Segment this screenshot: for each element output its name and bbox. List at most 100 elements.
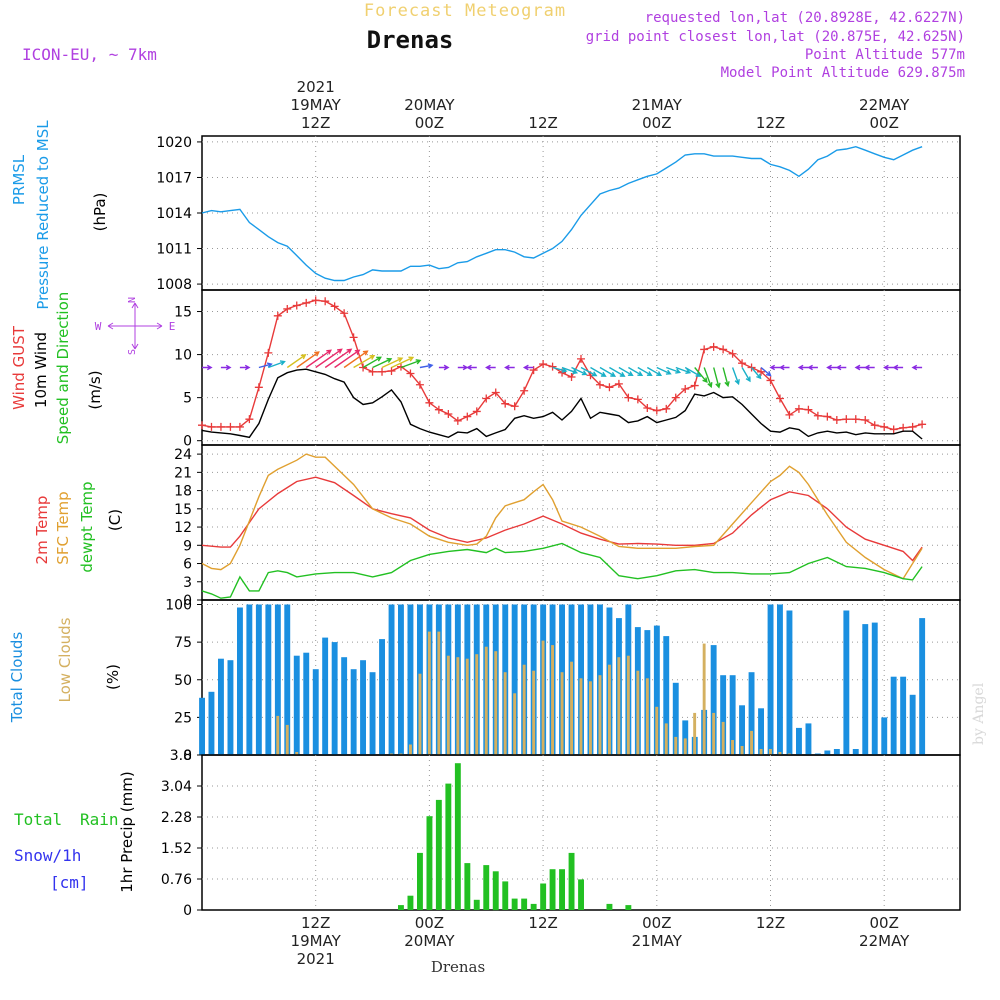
- wind-direction-arrow: [372, 357, 393, 369]
- time-tick-label-bottom: 12Z: [528, 914, 557, 932]
- y-tick-label: 1011: [156, 242, 192, 258]
- bar-total_clouds: [312, 669, 319, 755]
- bar-low_clouds: [446, 655, 450, 755]
- bar-rain: [530, 903, 537, 910]
- y-tick-label: 18: [174, 484, 192, 500]
- bar-low_clouds: [475, 654, 479, 755]
- y-tick-label: 21: [174, 465, 192, 481]
- bar-total_clouds: [672, 682, 679, 755]
- wind-direction-arrow: [911, 364, 923, 371]
- y-tick-label: 5: [183, 391, 192, 407]
- wind-direction-arrow: [750, 367, 762, 380]
- series-line-temp_2m: [201, 476, 923, 562]
- bar-rain: [625, 905, 632, 910]
- y-tick-label: 1014: [156, 206, 192, 222]
- bar-low_clouds: [655, 706, 659, 755]
- wind-direction-arrow: [731, 367, 740, 386]
- time-tick-label-top: 21MAY: [632, 96, 683, 114]
- wind-direction-arrow: [599, 366, 617, 377]
- gust-point-marker: [832, 416, 841, 425]
- y-tick-label: 1017: [156, 170, 192, 186]
- wind-direction-arrow: [381, 357, 404, 369]
- gust-point-marker: [690, 381, 699, 390]
- wind-direction-label: Speed and Direction: [54, 292, 72, 445]
- bar-rain: [540, 883, 547, 910]
- series-line-wind: [201, 368, 923, 440]
- wind-direction-arrow: [703, 367, 713, 389]
- y-tick-label: 1.52: [161, 841, 192, 857]
- gust-point-marker: [368, 367, 377, 376]
- bar-low_clouds: [636, 670, 640, 755]
- bar-rain: [492, 871, 499, 911]
- gust-point-marker: [349, 333, 358, 342]
- bar-total_clouds: [682, 720, 689, 755]
- y-tick-label: 0: [183, 903, 192, 919]
- bar-rain: [502, 881, 509, 910]
- wind-direction-arrow: [353, 354, 376, 369]
- gust-point-marker: [605, 383, 614, 392]
- bar-low_clouds: [570, 661, 573, 755]
- gust-point-marker: [264, 348, 273, 357]
- gust-point-marker: [870, 421, 879, 430]
- y-tick-label: 6: [183, 557, 192, 573]
- gust-point-marker: [804, 405, 813, 414]
- gust-point-marker: [813, 411, 822, 420]
- gust-point-marker: [226, 422, 235, 431]
- snow-label: Snow/1h: [14, 846, 81, 865]
- bar-total_clouds: [786, 610, 793, 755]
- gust-point-marker: [273, 311, 282, 320]
- temp-unit: (C): [106, 509, 124, 531]
- gust-point-marker: [387, 366, 396, 375]
- bar-low_clouds: [617, 657, 621, 755]
- time-tick-label-bottom: 12Z: [756, 914, 785, 932]
- wind-direction-arrow: [268, 360, 286, 369]
- gust-point-marker: [567, 372, 576, 381]
- bar-low_clouds: [437, 631, 441, 755]
- bar-low_clouds: [759, 749, 763, 755]
- gust-point-marker: [539, 360, 548, 369]
- bar-total_clouds: [341, 657, 348, 755]
- gust-point-marker: [889, 425, 898, 434]
- wind-direction-arrow: [769, 364, 780, 371]
- bar-total_clouds: [710, 645, 717, 755]
- time-tick-label-bottom: 12Z: [301, 914, 330, 932]
- bar-rain: [559, 869, 565, 910]
- time-tick-label-top: 00Z: [642, 114, 671, 132]
- gust-point-marker: [520, 386, 529, 395]
- bar-total_clouds: [237, 607, 243, 755]
- wind-direction-arrow: [590, 366, 607, 377]
- wind-direction-arrow: [646, 366, 663, 377]
- wind-direction-arrow: [561, 366, 579, 375]
- clouds-unit: (%): [104, 664, 122, 690]
- gust-point-marker: [482, 394, 491, 403]
- bar-low_clouds: [541, 640, 545, 755]
- bar-total_clouds: [900, 676, 907, 755]
- bar-rain: [511, 898, 518, 910]
- bar-total_clouds: [729, 675, 736, 755]
- wind-direction-arrow: [504, 364, 515, 371]
- bar-low_clouds: [674, 736, 678, 755]
- wind-direction-arrow: [438, 364, 450, 371]
- y-tick-label: 25: [174, 710, 192, 726]
- bar-low_clouds: [645, 678, 649, 755]
- bar-total_clouds: [739, 705, 745, 755]
- wind-direction-arrow: [807, 364, 818, 371]
- total-rain-label-b: Rain: [80, 810, 119, 829]
- bar-low_clouds: [513, 693, 517, 755]
- wind-direction-arrow: [324, 348, 353, 369]
- bar-low_clouds: [769, 749, 772, 755]
- bar-low_clouds: [598, 675, 602, 755]
- gust-point-marker: [595, 380, 604, 389]
- wind-direction-arrow: [220, 364, 232, 371]
- wind-direction-arrow: [202, 364, 213, 371]
- bar-total_clouds: [805, 723, 812, 755]
- bar-total_clouds: [350, 669, 357, 755]
- compass-west: W: [95, 320, 102, 333]
- wind-direction-arrow: [343, 350, 369, 369]
- bar-rain: [445, 783, 452, 910]
- y-tick-label: 9: [183, 538, 192, 554]
- bar-total_clouds: [322, 637, 329, 755]
- gust-point-marker: [198, 421, 206, 430]
- wind-direction-arrow: [485, 364, 496, 371]
- gust-point-marker: [757, 367, 766, 376]
